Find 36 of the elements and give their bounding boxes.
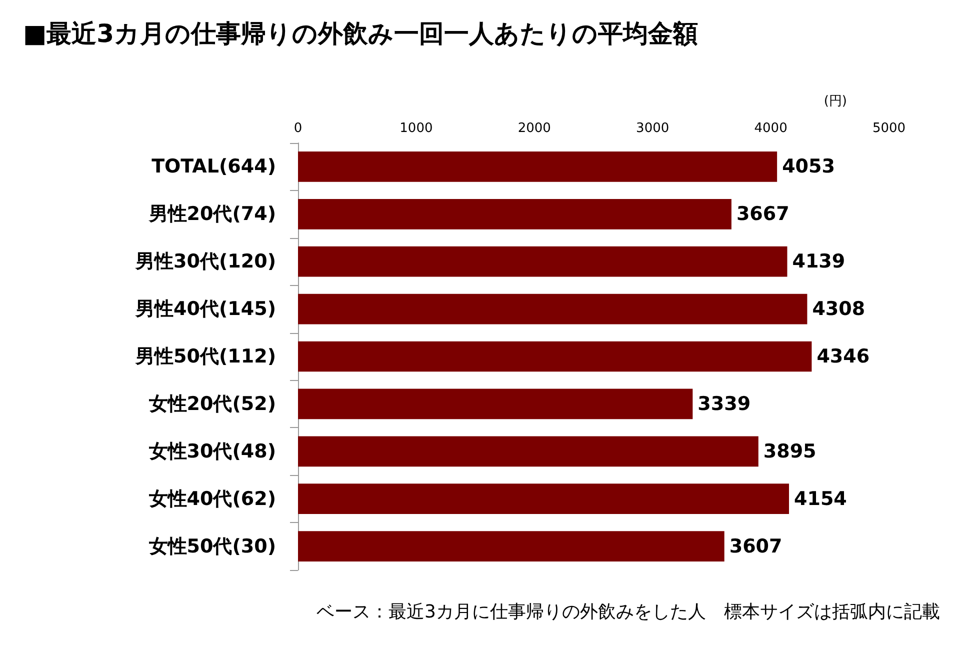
bar: [298, 152, 778, 182]
data-label: 4154: [794, 488, 847, 510]
bar: [298, 436, 758, 467]
bar: [298, 341, 812, 372]
x-tick-label: 3000: [636, 121, 670, 136]
y-tick-label: 男性20代(74): [148, 203, 276, 226]
y-tick-label: 女性40代(62): [148, 488, 276, 510]
x-tick-label: 4000: [754, 121, 788, 136]
data-label: 4308: [812, 298, 866, 320]
x-tick-label: 5000: [872, 121, 906, 136]
bar: [298, 246, 788, 277]
chart-title: ■最近3カ月の仕事帰りの外飲み一回一人あたりの平均金額: [23, 19, 698, 48]
y-tick-label: 男性40代(145): [134, 298, 276, 320]
bar: [298, 294, 808, 324]
data-label: 3667: [736, 203, 790, 226]
data-label: 3895: [763, 440, 816, 462]
data-label: 3339: [698, 392, 751, 415]
y-tick-label: 女性20代(52): [148, 392, 276, 415]
bar: [298, 531, 724, 562]
bar: [298, 484, 790, 514]
data-label: 4139: [792, 250, 846, 273]
y-tick-label: 女性50代(30): [148, 535, 276, 558]
text: ベース：最近3カ月に仕事帰りの外飲みをした人 標本サイズは括弧内に記載: [316, 602, 940, 622]
y-tick-label: TOTAL(644): [152, 156, 276, 178]
bar: [298, 198, 732, 230]
y-tick-label: 男性50代(112): [134, 346, 276, 368]
data-label: 4053: [782, 156, 835, 178]
data-label: 4346: [816, 346, 870, 368]
data-label: 3607: [729, 535, 782, 558]
x-tick-label: 2000: [518, 121, 551, 136]
x-tick-label: 0: [294, 121, 302, 136]
y-tick-label: 男性30代(120): [134, 250, 276, 273]
y-tick-label: 女性30代(48): [148, 440, 276, 462]
x-axis-title: (円): [824, 94, 848, 109]
bar: [298, 388, 693, 420]
x-tick-label: 1000: [400, 121, 433, 136]
